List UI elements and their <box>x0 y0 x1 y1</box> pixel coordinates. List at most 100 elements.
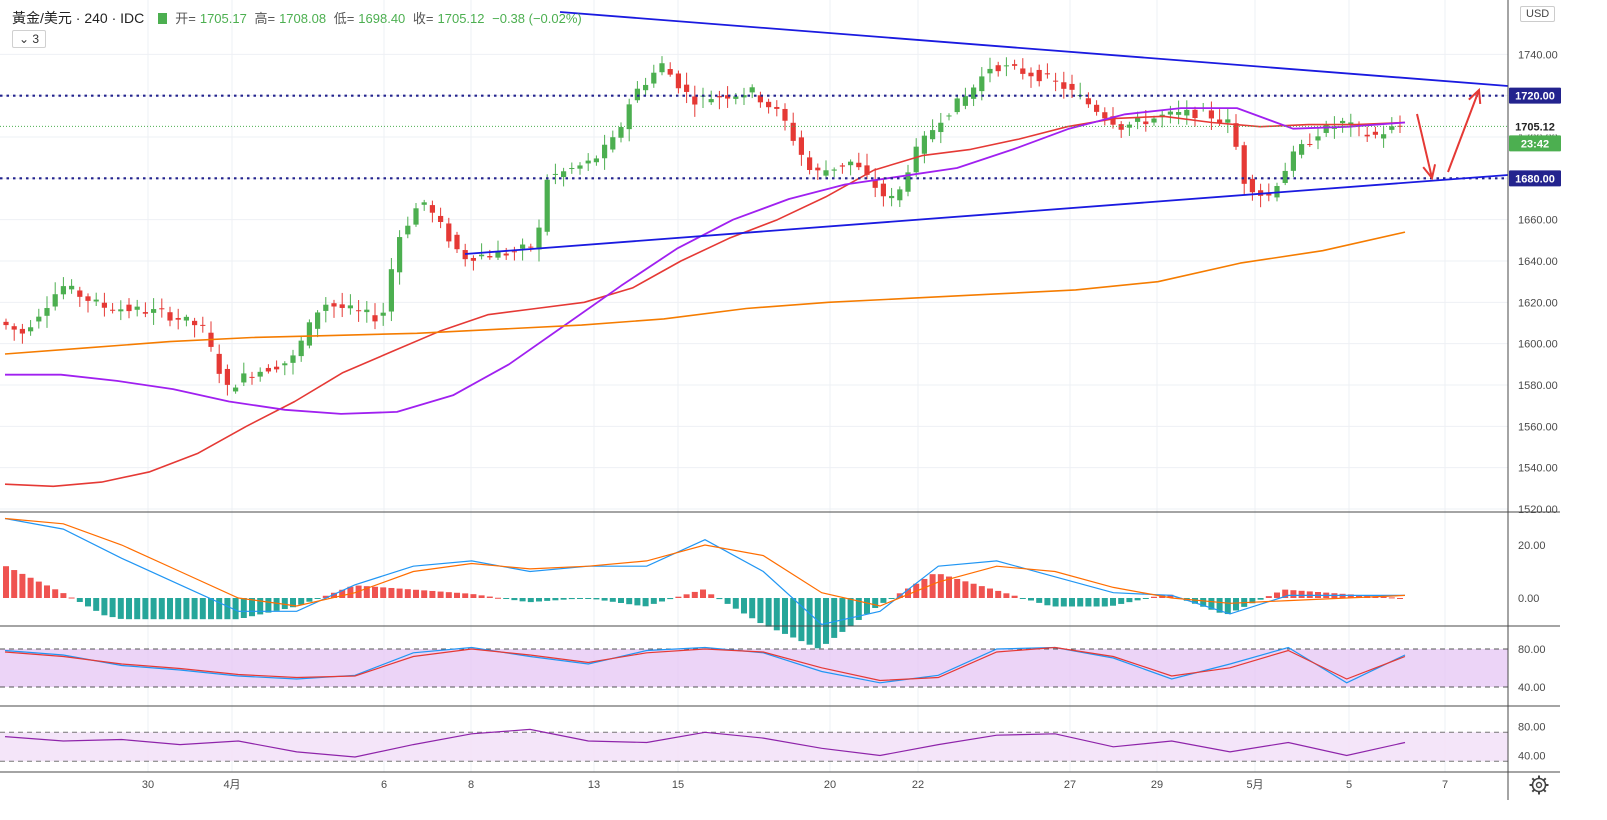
macd-histogram-bar <box>478 595 485 598</box>
candle-body <box>413 208 419 225</box>
candle-body <box>823 170 829 176</box>
macd-histogram-bar <box>962 581 969 598</box>
candle <box>388 257 394 322</box>
candle <box>528 243 534 252</box>
symbol-title[interactable]: 黃金/美元 · 240 · IDC <box>12 10 145 26</box>
candle <box>684 72 690 104</box>
close-value: 1705.12 <box>437 11 485 26</box>
macd-histogram-bar <box>167 598 173 620</box>
macd-histogram-bar <box>1249 598 1256 604</box>
ma-red-line <box>4 115 1406 488</box>
close-label: 收= <box>412 11 434 26</box>
candle <box>593 155 599 166</box>
macd-histogram-bar <box>1388 597 1395 599</box>
candle-body <box>1028 72 1034 77</box>
candle <box>1225 108 1231 134</box>
macd-histogram-bar <box>314 598 321 599</box>
rsi-line <box>4 728 1406 758</box>
macd-histogram-bar <box>11 570 18 598</box>
macd-histogram-bar <box>716 598 723 600</box>
candle-body <box>1315 136 1321 141</box>
time-axis[interactable]: 30 4月 6 8 13 15 20 22 27 29 5月 5 7 <box>142 779 1448 791</box>
candle-body <box>405 225 411 235</box>
macd-histogram-bar <box>1200 598 1207 607</box>
candle <box>503 247 509 260</box>
macd-histogram-bar <box>626 598 633 605</box>
macd-histogram-bar <box>806 598 813 645</box>
candle <box>44 296 50 328</box>
macd-histogram-bar <box>3 566 9 598</box>
candle-body <box>831 169 837 171</box>
macd-histogram-bar <box>109 598 116 618</box>
gear-icon[interactable] <box>1528 774 1550 796</box>
candle-body <box>725 95 731 99</box>
candle <box>1184 100 1190 125</box>
candle <box>905 164 911 197</box>
candle-body <box>585 160 591 164</box>
currency-button[interactable]: USD <box>1520 6 1556 22</box>
candle <box>380 302 386 326</box>
candle <box>372 303 378 330</box>
macd-histogram-bar <box>732 598 739 609</box>
candle-body <box>634 88 640 101</box>
macd-histogram-bar <box>577 598 583 599</box>
macd-histogram-bar <box>650 598 657 604</box>
open-label: 开= <box>175 11 196 26</box>
candle <box>1061 71 1067 99</box>
candle-body <box>1348 122 1354 125</box>
candle-body <box>380 312 386 316</box>
badge-last-price: 1705.12 <box>1509 118 1561 135</box>
candle <box>610 130 616 153</box>
candle <box>60 277 66 300</box>
macd-histogram-bar <box>929 574 936 598</box>
candle-body <box>233 387 239 392</box>
macd-tick-label: 0.00 <box>1518 593 1539 605</box>
candle <box>101 292 107 317</box>
candle-body <box>487 256 493 258</box>
candle-body <box>741 95 747 98</box>
macd-histogram-bar <box>937 574 944 598</box>
macd-histogram-bar <box>831 598 838 638</box>
macd-histogram-bar <box>388 587 395 598</box>
candle <box>93 292 99 307</box>
badge-level-high: 1720.00 <box>1509 87 1561 104</box>
macd-histogram-bar <box>191 598 198 620</box>
candle-body <box>1184 109 1190 116</box>
macd-histogram-bar <box>224 598 231 620</box>
candle-body <box>249 376 255 378</box>
macd-histogram-bar <box>216 598 223 620</box>
candle-body <box>438 215 444 222</box>
badge-level-high-bg <box>1509 87 1561 104</box>
candle <box>585 153 591 171</box>
candle-body <box>675 73 681 89</box>
candle-body <box>159 308 165 310</box>
macd-histogram-bar <box>1101 598 1108 607</box>
macd-histogram-bar <box>257 598 264 615</box>
candle <box>1020 58 1026 80</box>
candle-body <box>28 327 34 332</box>
chevron-down-icon: ⌄ <box>19 32 30 46</box>
macd-histogram-bar <box>413 589 419 598</box>
macd-histogram-bar <box>544 598 551 601</box>
indicators-toggle-button[interactable]: ⌄ 3 <box>12 30 47 48</box>
candle <box>1118 121 1124 138</box>
macd-histogram-bar <box>19 573 26 598</box>
candle <box>1381 125 1387 148</box>
candle <box>1282 162 1288 186</box>
candle <box>495 240 501 260</box>
candle-body <box>971 87 977 99</box>
candle-body <box>1323 124 1329 133</box>
candle-body <box>1061 82 1067 89</box>
candle-body <box>265 367 271 372</box>
macd-histogram-bar <box>1265 596 1272 598</box>
macd-histogram-bar <box>921 578 928 598</box>
candle-body <box>1110 116 1116 125</box>
macd-histogram-bar <box>429 590 436 598</box>
candle-body <box>651 72 657 84</box>
macd-histogram-bar <box>1167 594 1174 598</box>
stochastic-tick-label: 80.00 <box>1518 644 1546 656</box>
candle-body <box>134 306 140 310</box>
macd-histogram-bar <box>1052 598 1059 607</box>
macd-histogram-bar <box>519 598 526 602</box>
